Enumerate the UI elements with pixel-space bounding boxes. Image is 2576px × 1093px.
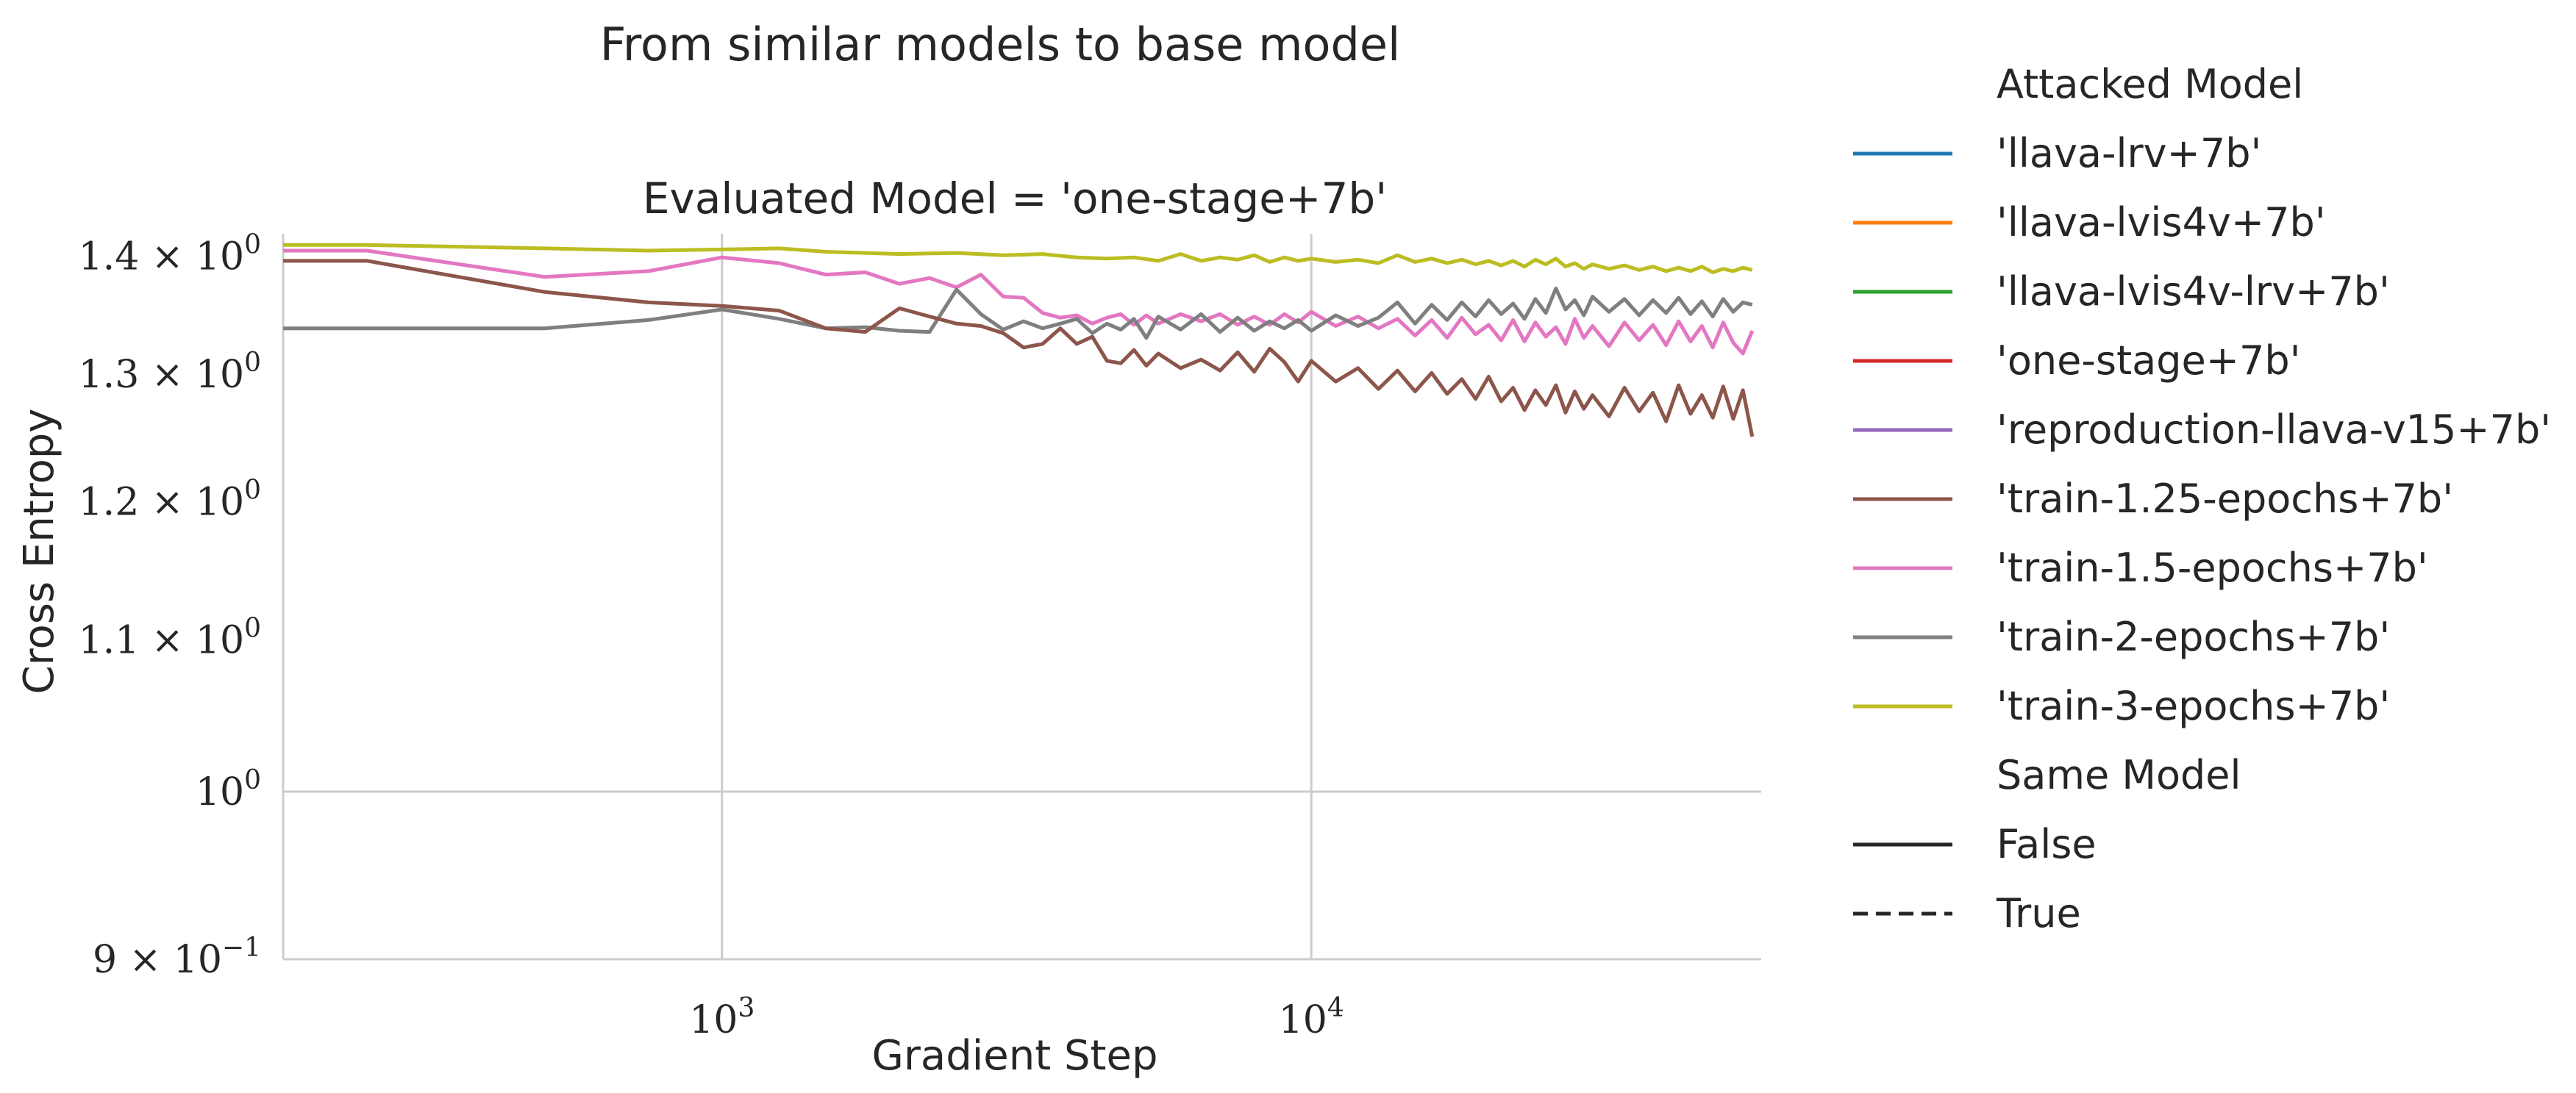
- legend-entry-label: 'train-2-epochs+7b': [1997, 614, 2390, 660]
- y-axis-label: Cross Entropy: [15, 409, 63, 695]
- x-axis-ticks: 103 104: [689, 993, 1344, 1042]
- legend-entry-label: 'one-stage+7b': [1997, 337, 2300, 384]
- y-tick-mantissa: 1.2 × 10: [79, 480, 245, 524]
- plot-area: [283, 243, 1755, 437]
- axes: [282, 234, 1761, 961]
- legend-style-label: False: [1997, 821, 2097, 867]
- x-tick-label: 104: [1279, 993, 1344, 1042]
- legend-entry-label: 'reproduction-llava-v15+7b': [1997, 406, 2551, 453]
- y-tick-label: 1.3 × 100: [79, 348, 261, 397]
- facet-title: Evaluated Model = 'one-stage+7b': [643, 173, 1387, 223]
- legend-hue-title: Attacked Model: [1997, 61, 2303, 107]
- x-tick-exponent: 4: [1327, 993, 1344, 1023]
- gridlines: [283, 234, 1761, 959]
- series-line-train-3-epochs-7b: [283, 243, 1753, 274]
- y-tick-mantissa: 10: [196, 770, 244, 814]
- y-tick-label: 9 × 10−1: [93, 933, 261, 982]
- y-tick-exponent: 0: [244, 348, 261, 378]
- y-tick-label: 100: [196, 765, 261, 814]
- legend-entry-label: 'llava-lrv+7b': [1997, 130, 2261, 176]
- series-line-train-1-5-epochs-7b: [283, 248, 1755, 356]
- y-tick-exponent: 0: [244, 765, 261, 795]
- legend-style-title: Same Model: [1997, 752, 2241, 798]
- y-tick-label: 1.1 × 100: [79, 614, 261, 663]
- x-tick-base: 10: [689, 998, 738, 1042]
- chart-title: From similar models to base model: [600, 18, 1400, 71]
- x-axis-label: Gradient Step: [871, 1032, 1157, 1080]
- x-tick-base: 10: [1279, 998, 1327, 1042]
- y-tick-exponent: −1: [222, 933, 261, 963]
- y-tick-label: 1.4 × 100: [79, 230, 261, 279]
- x-tick-exponent: 3: [738, 993, 754, 1023]
- legend-entry-label: 'llava-lvis4v-lrv+7b': [1997, 268, 2390, 315]
- y-tick-mantissa: 9 × 10: [93, 938, 222, 982]
- legend-entry-label: 'llava-lvis4v+7b': [1997, 199, 2326, 246]
- legend-entry-label: 'train-1.5-epochs+7b': [1997, 545, 2428, 591]
- series-line-train-2-epochs-7b: [283, 286, 1753, 340]
- legend: Attacked Model 'llava-lrv+7b' 'llava-lvis4…: [1853, 61, 2551, 936]
- y-tick-mantissa: 1.3 × 10: [79, 353, 245, 397]
- series-line-train-1-25-epochs-7b: [283, 259, 1755, 437]
- legend-style-label: True: [1996, 890, 2081, 936]
- y-tick-mantissa: 1.4 × 10: [79, 235, 245, 279]
- y-tick-mantissa: 1.1 × 10: [79, 619, 245, 663]
- y-tick-exponent: 0: [244, 614, 261, 644]
- y-tick-label: 1.2 × 100: [79, 475, 261, 524]
- y-tick-exponent: 0: [244, 230, 261, 260]
- legend-entry-label: 'train-1.25-epochs+7b': [1997, 476, 2453, 522]
- legend-entry-label: 'train-3-epochs+7b': [1997, 683, 2390, 729]
- y-tick-exponent: 0: [244, 475, 261, 505]
- x-tick-label: 103: [689, 993, 754, 1042]
